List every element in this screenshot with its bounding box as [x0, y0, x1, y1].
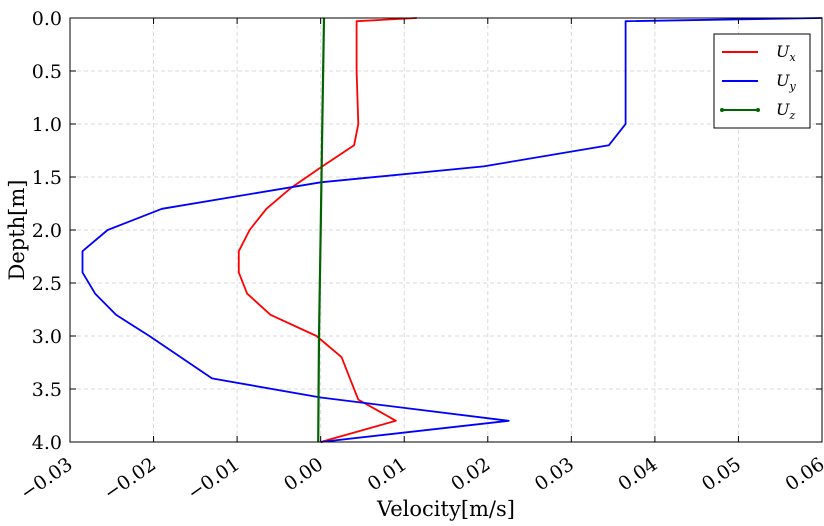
y-tick-label: 0.5	[32, 61, 62, 83]
y-tick-label: 0.0	[32, 8, 62, 30]
series-line-uz	[317, 17, 326, 443]
y-tick-label: 2.0	[32, 220, 62, 242]
grid	[70, 18, 822, 442]
y-tick-label: 1.5	[32, 167, 62, 189]
y-tick-label: 4.0	[32, 432, 62, 454]
y-tick-label: 3.0	[32, 326, 62, 348]
series-line-ux	[237, 17, 417, 443]
x-axis-label: Velocity[m/s]	[376, 497, 515, 521]
series-line-uy	[81, 17, 823, 443]
legend-marker	[756, 108, 760, 112]
y-tick-label: 1.0	[32, 114, 62, 136]
legend-marker	[720, 108, 724, 112]
y-tick-label: 2.5	[32, 273, 62, 295]
y-axis-label: Depth[m]	[5, 180, 29, 281]
series-layer	[81, 17, 823, 443]
y-tick-label: 3.5	[32, 379, 62, 401]
